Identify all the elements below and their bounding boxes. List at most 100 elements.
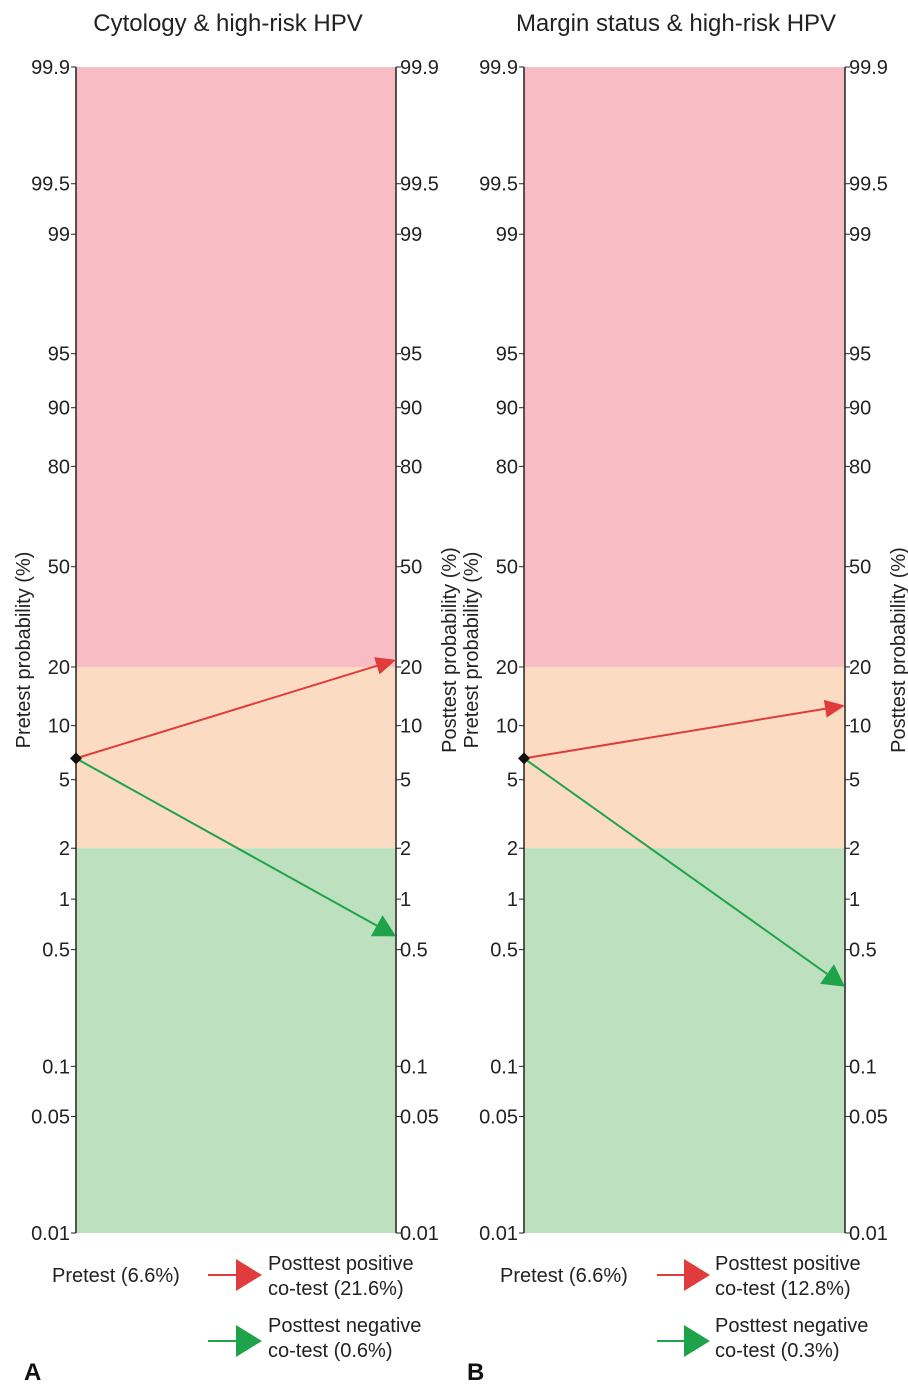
left-tick-label: 99 xyxy=(496,224,518,246)
left-tick-label: 1 xyxy=(507,889,518,911)
left-tick-label: 10 xyxy=(496,716,518,738)
positive-arrow-line xyxy=(523,707,826,760)
right-tick-label: 0.5 xyxy=(400,940,428,962)
left-tick-label: 50 xyxy=(496,557,518,579)
zone-high xyxy=(524,67,845,667)
left-tick-label: 99 xyxy=(48,224,70,246)
right-axis-title: Posttest probability (%) xyxy=(439,547,461,753)
zone-high xyxy=(76,67,396,667)
zone-mid xyxy=(524,666,845,849)
chart-title: Margin status & high-risk HPV xyxy=(516,10,836,37)
pretest-marker xyxy=(70,752,82,765)
negative-arrow-line xyxy=(75,757,378,927)
left-tick-label: 0.05 xyxy=(479,1107,518,1129)
right-tick-label: 20 xyxy=(849,657,871,679)
legend-negative-label-line1: Posttest negative xyxy=(268,1315,421,1337)
legend-negative-arrow-head xyxy=(684,1325,710,1357)
positive-arrow-head xyxy=(374,657,396,675)
legend-positive-label-line2: co-test (21.6%) xyxy=(268,1278,404,1300)
legend-positive-arrow-head xyxy=(236,1259,262,1291)
left-tick-label: 0.1 xyxy=(490,1056,518,1078)
legend-negative-label-line2: co-test (0.6%) xyxy=(268,1340,392,1362)
legend-negative-arrow-head xyxy=(236,1325,262,1357)
right-tick-label: 95 xyxy=(849,344,871,366)
right-tick-label: 0.1 xyxy=(400,1056,428,1078)
zone-low xyxy=(524,848,845,1233)
left-tick-label: 0.05 xyxy=(31,1107,70,1129)
right-tick-label: 50 xyxy=(400,557,422,579)
right-tick-label: 80 xyxy=(400,456,422,478)
right-tick-label: 50 xyxy=(849,557,871,579)
left-tick-label: 20 xyxy=(48,657,70,679)
left-tick-label: 2 xyxy=(59,838,70,860)
left-tick-label: 95 xyxy=(48,344,70,366)
left-tick-label: 5 xyxy=(59,770,70,792)
left-tick-label: 99.5 xyxy=(31,174,70,196)
left-tick-label: 50 xyxy=(48,557,70,579)
left-tick-label: 80 xyxy=(496,456,518,478)
left-tick-label: 0.5 xyxy=(490,940,518,962)
right-tick-label: 90 xyxy=(849,398,871,420)
left-tick-label: 0.5 xyxy=(42,940,70,962)
left-tick-label: 20 xyxy=(496,657,518,679)
right-tick-label: 99 xyxy=(400,224,422,246)
positive-arrow-head xyxy=(823,699,845,718)
right-tick-label: 0.05 xyxy=(400,1107,439,1129)
panel-letter: B xyxy=(467,1359,484,1385)
legend-positive-arrow-head xyxy=(684,1259,710,1291)
right-tick-label: 0.5 xyxy=(849,940,877,962)
left-tick-label: 99.5 xyxy=(479,174,518,196)
left-tick-label: 2 xyxy=(507,838,518,860)
right-tick-label: 10 xyxy=(849,716,871,738)
zone-mid xyxy=(76,666,396,849)
left-tick-label: 1 xyxy=(59,889,70,911)
legend-negative-label-line2: co-test (0.3%) xyxy=(715,1340,839,1362)
left-tick-label: 99.9 xyxy=(31,57,70,79)
right-tick-label: 99.5 xyxy=(400,174,439,196)
right-tick-label: 2 xyxy=(849,838,860,860)
right-tick-label: 80 xyxy=(849,456,871,478)
right-tick-label: 0.01 xyxy=(400,1223,439,1245)
right-tick-label: 99 xyxy=(849,224,871,246)
left-tick-label: 0.01 xyxy=(479,1223,518,1245)
legend-positive-label-line1: Posttest positive xyxy=(268,1253,414,1275)
negative-arrow-head xyxy=(820,964,845,987)
right-tick-label: 2 xyxy=(400,838,411,860)
legend-pretest-label: Pretest (6.6%) xyxy=(52,1265,180,1287)
right-tick-label: 0.05 xyxy=(849,1107,888,1129)
right-tick-label: 1 xyxy=(849,889,860,911)
legend-negative-label-line1: Posttest negative xyxy=(715,1315,868,1337)
left-tick-label: 0.1 xyxy=(42,1056,70,1078)
right-tick-label: 0.1 xyxy=(849,1056,877,1078)
right-tick-label: 5 xyxy=(400,770,411,792)
right-tick-label: 0.01 xyxy=(849,1223,888,1245)
left-tick-label: 5 xyxy=(507,770,518,792)
right-tick-label: 10 xyxy=(400,716,422,738)
right-tick-label: 99.9 xyxy=(849,57,888,79)
positive-arrow-line xyxy=(75,664,378,760)
left-tick-label: 95 xyxy=(496,344,518,366)
right-axis-title: Posttest probability (%) xyxy=(888,547,908,753)
legend-pretest-label: Pretest (6.6%) xyxy=(500,1265,628,1287)
chart-title: Cytology & high-risk HPV xyxy=(93,10,362,37)
right-tick-label: 20 xyxy=(400,657,422,679)
left-tick-label: 99.9 xyxy=(479,57,518,79)
left-tick-label: 0.01 xyxy=(31,1223,70,1245)
left-tick-label: 90 xyxy=(48,398,70,420)
legend-positive-label-line2: co-test (12.8%) xyxy=(715,1278,851,1300)
legend-positive-label-line1: Posttest positive xyxy=(715,1253,861,1275)
zone-low xyxy=(76,848,396,1233)
negative-arrow-line xyxy=(523,757,828,975)
right-tick-label: 95 xyxy=(400,344,422,366)
right-tick-label: 1 xyxy=(400,889,411,911)
right-tick-label: 99.9 xyxy=(400,57,439,79)
left-tick-label: 10 xyxy=(48,716,70,738)
left-tick-label: 90 xyxy=(496,398,518,420)
pretest-marker xyxy=(518,752,530,765)
negative-arrow-head xyxy=(370,915,396,937)
panel-letter: A xyxy=(24,1359,41,1385)
right-tick-label: 99.5 xyxy=(849,174,888,196)
left-tick-label: 80 xyxy=(48,456,70,478)
left-axis-title: Pretest probability (%) xyxy=(13,552,35,749)
